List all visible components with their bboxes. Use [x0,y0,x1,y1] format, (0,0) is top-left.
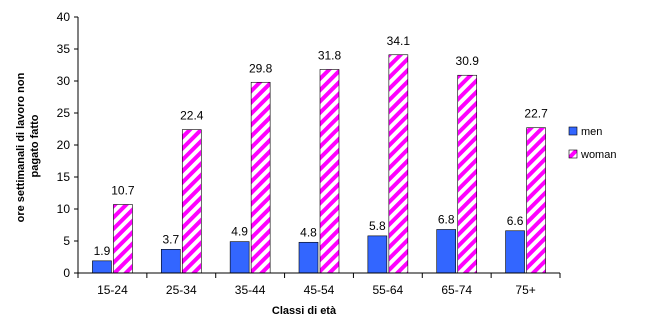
data-labels: 1.9 10.7 3.7 22.4 4.9 29.8 4.8 31.8 5.8 34.1 6.8 30… [94,34,548,258]
bar-woman [526,127,546,274]
data-label-men: 4.8 [300,225,317,239]
data-label-woman: 22.4 [180,109,204,123]
x-tick-label: 65-74 [441,283,472,297]
bar-woman [319,69,340,274]
bar-woman [181,129,202,274]
y-tick-label: 0 [63,266,70,280]
bar-woman [113,204,133,274]
x-tick-label: 35-44 [235,283,266,297]
x-tick-label: 25-34 [166,283,197,297]
data-label-woman: 34.1 [387,34,411,48]
y-tick-label: 5 [63,234,70,248]
y-axis-title: ore settimanali di lavoro non pagato fat… [15,70,41,223]
bar-men [505,230,525,274]
legend-swatch-men [568,126,578,136]
data-label-woman: 29.8 [249,61,273,75]
axes: 0 5 10 15 20 25 30 35 40 15-24 25-34 35-44 45-54 55-6… [57,10,561,297]
y-axis-title-line1: ore settimanali di lavoro non [15,72,27,222]
x-tick-label: 45-54 [304,283,335,297]
y-tick-label: 40 [57,10,71,24]
bar-men [298,241,319,274]
y-tick-label: 35 [57,42,71,56]
y-tick-label: 15 [57,170,71,184]
data-label-woman: 22.7 [524,107,548,121]
x-tick-label: 55-64 [373,283,404,297]
legend-label-men: men [581,126,602,138]
data-label-men: 4.9 [231,225,248,239]
bar-woman [388,54,409,274]
bar-woman [457,74,478,274]
y-tick-label: 25 [57,106,71,120]
y-axis-title-line2: pagato fatto [29,114,41,177]
plot-area [92,54,546,274]
bar-men [229,241,250,274]
data-label-men: 1.9 [94,244,111,258]
bar-men [92,260,112,274]
data-label-men: 5.8 [369,219,386,233]
bar-men [160,249,181,274]
legend: men woman [568,126,616,161]
data-label-woman: 31.8 [318,48,342,62]
y-tick-label: 10 [57,202,71,216]
x-axis-title: Classi di età [272,305,337,317]
bar-woman [250,81,271,274]
legend-label-woman: woman [580,149,616,161]
x-tick-label: 15-24 [97,283,128,297]
y-tick-label: 20 [57,138,71,152]
data-label-men: 3.7 [162,232,179,246]
data-label-woman: 10.7 [111,184,135,198]
bar-men [367,235,388,274]
data-label-men: 6.6 [507,214,524,228]
legend-swatch-woman [568,149,578,159]
x-tick-label: 75+ [515,283,535,297]
y-tick-label: 30 [57,74,71,88]
bar-men [436,229,457,274]
data-label-woman: 30.9 [456,54,480,68]
data-label-men: 6.8 [438,212,455,226]
